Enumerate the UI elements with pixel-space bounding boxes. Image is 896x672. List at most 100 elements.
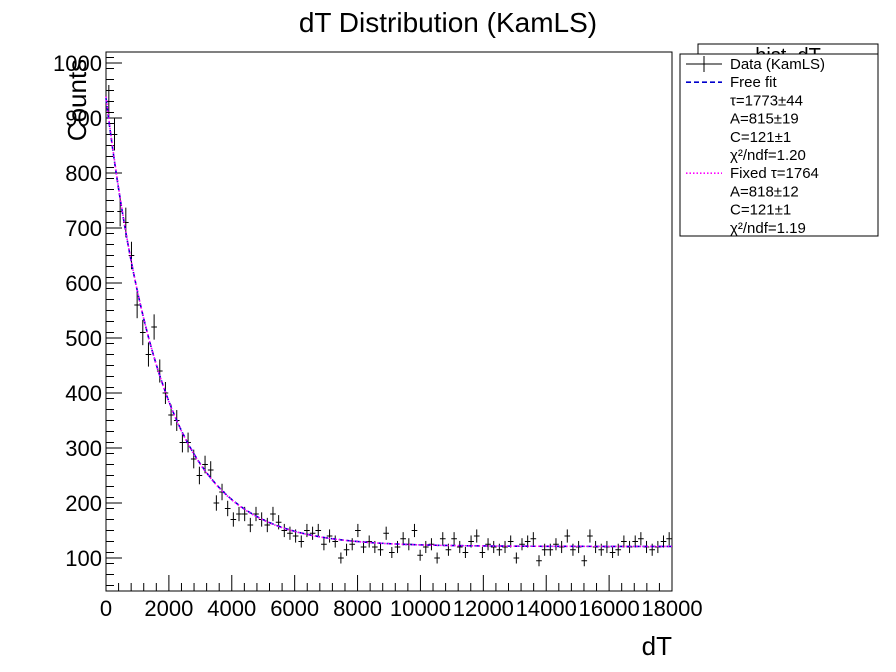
plot-frame — [105, 51, 673, 592]
data-point — [213, 495, 220, 511]
data-point — [315, 523, 322, 538]
x-tick-label: 0 — [100, 596, 112, 621]
data-point — [570, 543, 576, 556]
y-tick-label: 500 — [65, 326, 102, 351]
data-point — [434, 552, 440, 564]
y-tick-label: 300 — [65, 436, 102, 461]
data-point — [162, 382, 169, 404]
axis-ticks — [105, 57, 673, 591]
data-point — [564, 529, 571, 543]
y-tick-label: 600 — [65, 271, 102, 296]
x-tick-label: 6000 — [270, 596, 319, 621]
data-point — [151, 314, 157, 340]
data-point — [541, 543, 548, 556]
legend-label: χ²/ndf=1.20 — [730, 147, 806, 164]
legend-label: Free fit — [730, 74, 778, 91]
legend-entry: Fixed τ=1764 — [686, 165, 819, 182]
data-point — [456, 540, 463, 554]
data-point — [649, 543, 656, 556]
data-point — [360, 540, 367, 554]
data-point — [598, 543, 605, 556]
data-point — [111, 118, 118, 151]
data-point — [332, 535, 339, 548]
legend-label: C=121±1 — [730, 202, 791, 219]
fixed-fit-curve — [105, 96, 672, 548]
data-point — [632, 535, 639, 548]
data-point — [309, 526, 316, 540]
data-point — [666, 532, 672, 546]
data-point — [349, 538, 356, 551]
legend-entry: χ²/ndf=1.20 — [730, 147, 806, 164]
data-point — [253, 506, 259, 522]
x-tick-label: 16000 — [579, 596, 640, 621]
data-point — [490, 540, 497, 554]
legend-label: A=818±12 — [730, 183, 799, 200]
data-point — [207, 461, 214, 479]
data-point — [485, 538, 491, 551]
legend-entry: Data (KamLS) — [686, 56, 825, 73]
data-point — [355, 523, 361, 538]
free-fit-curve — [105, 98, 672, 548]
data-point — [326, 529, 333, 543]
data-point — [587, 529, 593, 543]
data-point — [473, 529, 480, 543]
legend-label: Data (KamLS) — [730, 56, 825, 73]
data-point — [389, 547, 395, 558]
data-point — [400, 532, 406, 546]
x-axis-label: dT — [642, 631, 672, 661]
data-point — [281, 523, 288, 538]
data-point — [230, 512, 237, 527]
x-tick-label: 8000 — [333, 596, 382, 621]
data-point — [270, 506, 276, 522]
data-point — [287, 526, 293, 540]
y-tick-labels: 100 200 300 400 500 600 700 800 900 1000 — [53, 51, 102, 571]
data-point — [638, 532, 644, 546]
x-tick-label: 10000 — [390, 596, 451, 621]
legend-label: C=121±1 — [730, 129, 791, 146]
data-point — [502, 540, 508, 554]
data-point — [321, 538, 327, 551]
legend-label: A=815±19 — [730, 111, 799, 128]
legend-entry: τ=1773±44 — [730, 92, 803, 109]
y-tick-label: 200 — [65, 491, 102, 516]
y-tick-label: 400 — [65, 381, 102, 406]
data-point — [513, 552, 520, 564]
legend-entry: A=818±12 — [730, 183, 799, 200]
data-point — [156, 359, 163, 383]
data-point — [179, 432, 186, 453]
legend-entry: C=121±1 — [730, 202, 791, 219]
y-tick-label: 700 — [65, 216, 102, 241]
legend-box — [679, 53, 879, 237]
x-tick-label: 12000 — [453, 596, 514, 621]
data-points — [106, 85, 672, 567]
data-point — [377, 543, 384, 556]
legend: Data (KamLS)Free fitτ=1773±44A=815±19C=1… — [679, 53, 879, 237]
y-axis-label: Counts — [62, 59, 92, 141]
data-point — [236, 506, 242, 522]
data-point — [462, 547, 469, 558]
x-tick-label: 2000 — [144, 596, 193, 621]
data-point — [298, 535, 305, 548]
data-point — [422, 540, 429, 554]
chart-title: dT Distribution (KamLS) — [299, 7, 597, 38]
data-point — [338, 552, 344, 564]
x-tick-labels: 0 2000 4000 6000 8000 10000 12000 14000 16000 180… — [100, 596, 703, 621]
data-point — [224, 500, 231, 517]
data-point — [479, 547, 486, 558]
data-point — [139, 319, 146, 346]
data-point — [451, 532, 457, 546]
data-point — [581, 555, 588, 567]
data-point — [394, 540, 401, 554]
data-point — [609, 547, 616, 558]
data-point — [304, 523, 310, 538]
y-tick-label: 1000 — [53, 51, 102, 76]
legend-entry: χ²/ndf=1.19 — [730, 220, 806, 237]
data-point — [411, 523, 418, 538]
fit-curves — [105, 96, 672, 548]
x-tick-label: 4000 — [207, 596, 256, 621]
data-point — [190, 449, 197, 469]
legend-entry: Free fit — [686, 74, 778, 91]
data-point — [553, 538, 559, 551]
x-tick-label: 18000 — [641, 596, 702, 621]
